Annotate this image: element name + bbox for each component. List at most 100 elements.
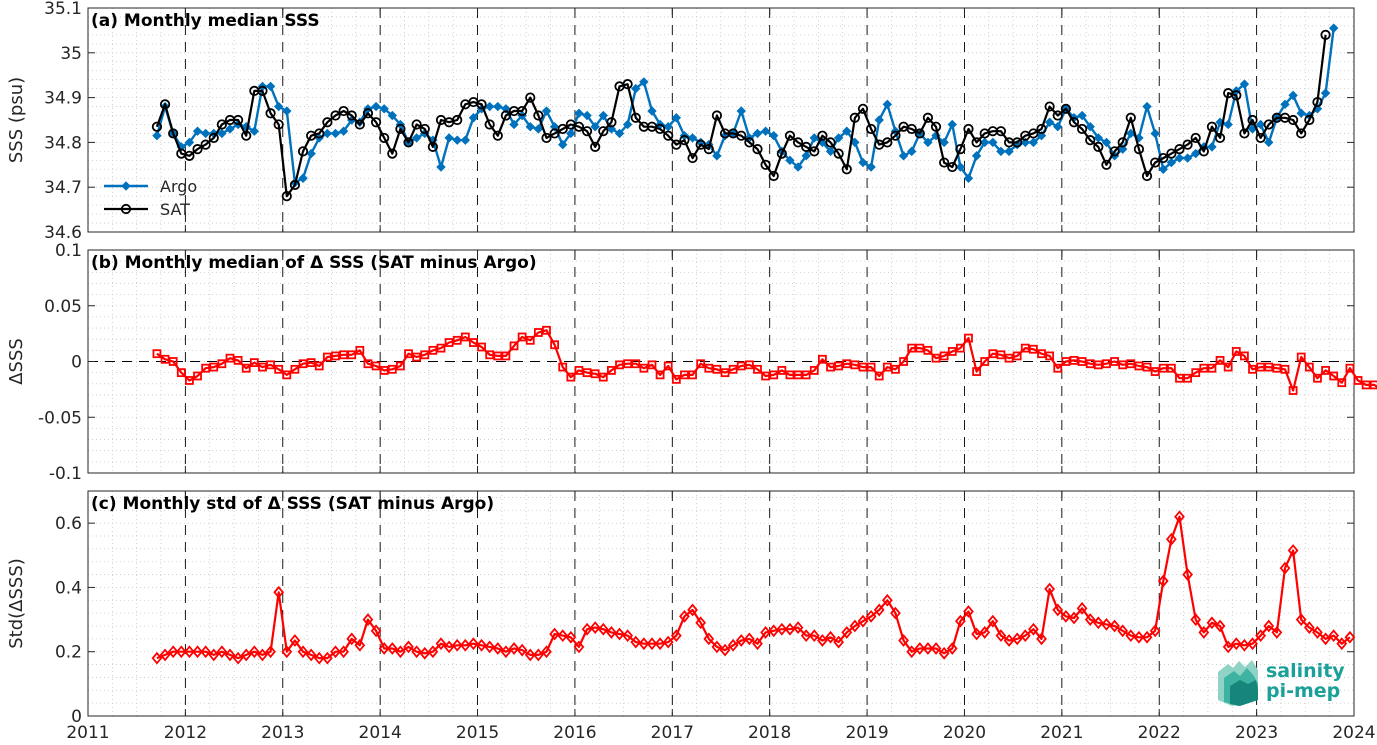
data-point	[541, 106, 552, 116]
data-point	[719, 643, 731, 657]
data-point	[1118, 360, 1128, 370]
data-point	[1117, 144, 1128, 154]
panel-title: (a) Monthly median SSS	[91, 11, 320, 31]
data-point	[1239, 128, 1250, 139]
data-point	[1296, 352, 1306, 362]
data-point	[988, 349, 998, 359]
x-tick-label: 2022	[1138, 723, 1181, 743]
series-line	[155, 34, 1327, 198]
data-point	[1222, 640, 1234, 654]
data-point	[646, 637, 658, 651]
data-point	[939, 157, 950, 168]
data-point	[784, 130, 796, 141]
data-point	[1060, 609, 1072, 623]
data-point	[769, 370, 779, 380]
data-point	[533, 328, 543, 337]
data-point	[842, 359, 852, 369]
data-point	[639, 363, 649, 373]
data-point	[1158, 152, 1169, 164]
y-axis-label: ΔSSS	[6, 338, 27, 385]
data-point	[1077, 123, 1088, 135]
data-point	[533, 110, 544, 121]
data-point	[1068, 117, 1080, 128]
data-point	[314, 361, 324, 371]
data-point	[1345, 363, 1355, 373]
data-point	[808, 629, 820, 643]
data-point	[922, 642, 934, 655]
data-point	[1036, 632, 1047, 646]
data-point	[241, 363, 251, 373]
data-point	[184, 645, 195, 659]
x-tick-label: 2013	[261, 723, 304, 743]
data-point	[841, 164, 852, 175]
data-point	[313, 651, 325, 665]
data-point	[817, 130, 828, 141]
data-point	[995, 629, 1007, 643]
data-point	[753, 364, 762, 374]
data-point	[1207, 142, 1217, 152]
data-point	[541, 132, 552, 144]
data-point	[996, 350, 1006, 360]
data-point	[1207, 363, 1217, 373]
data-point	[1303, 621, 1315, 635]
data-point	[151, 121, 163, 132]
data-point	[1142, 362, 1152, 372]
data-point	[217, 128, 227, 139]
data-point	[257, 648, 268, 662]
data-point	[566, 128, 576, 139]
data-point	[273, 119, 284, 130]
data-point	[200, 139, 211, 150]
data-point	[484, 101, 495, 112]
data-point	[727, 638, 739, 652]
data-point	[322, 128, 333, 139]
data-point	[517, 332, 527, 342]
data-point	[265, 81, 276, 92]
x-tick-label: 2016	[553, 723, 596, 743]
data-point	[662, 635, 674, 649]
data-point	[1036, 130, 1047, 141]
data-point	[1198, 146, 1209, 157]
data-point	[411, 645, 423, 659]
data-point	[760, 126, 771, 136]
data-point	[792, 137, 804, 148]
data-point	[631, 83, 641, 94]
data-point	[849, 112, 860, 123]
data-point	[785, 370, 795, 380]
data-point	[565, 630, 577, 644]
data-point	[703, 632, 715, 646]
data-point	[752, 128, 763, 139]
data-point	[347, 350, 357, 360]
logo-line-2: pi-mep	[1266, 680, 1340, 702]
data-point	[1165, 532, 1177, 546]
data-point	[411, 119, 422, 130]
data-point	[1029, 344, 1038, 354]
data-point	[679, 135, 690, 146]
legend-swatch-marker	[121, 181, 131, 191]
data-point	[606, 124, 617, 134]
data-point	[1272, 363, 1282, 373]
data-point	[573, 640, 585, 654]
data-point	[979, 626, 991, 639]
data-point	[1223, 119, 1233, 130]
data-point	[866, 362, 876, 372]
data-point	[574, 108, 584, 118]
data-point	[639, 77, 649, 87]
data-point	[305, 648, 317, 662]
data-point	[354, 119, 365, 130]
data-point	[1328, 629, 1340, 643]
data-point	[485, 350, 495, 360]
data-point	[1053, 122, 1063, 132]
panel-title: (c) Monthly std of Δ SSS (SAT minus Argo…	[91, 494, 494, 514]
data-point	[834, 361, 844, 371]
data-point	[1320, 29, 1331, 40]
data-point	[354, 638, 366, 652]
data-point	[363, 359, 373, 369]
data-point	[249, 126, 260, 136]
data-point	[331, 351, 340, 361]
data-point	[1248, 364, 1257, 374]
data-point	[452, 335, 462, 345]
data-point	[452, 135, 462, 145]
data-point	[1012, 137, 1023, 148]
data-point	[720, 368, 730, 378]
data-point	[289, 634, 301, 647]
